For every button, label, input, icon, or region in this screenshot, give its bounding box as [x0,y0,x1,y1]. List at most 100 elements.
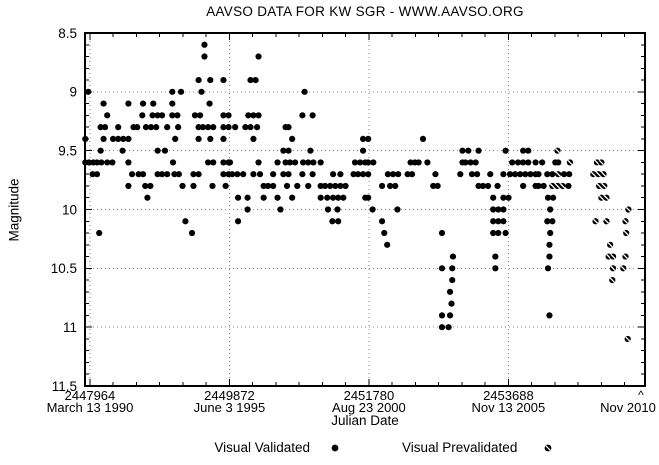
data-point-validated [260,194,267,201]
data-point-validated [387,182,394,190]
data-point-validated [104,112,111,119]
data-point-slash [600,171,607,177]
data-point-slash [554,148,561,154]
y-tick-label: 8.5 [58,26,77,41]
y-tick-label: 9 [69,85,77,100]
data-point-validated [242,124,249,131]
data-point-validated [93,159,101,166]
data-point-validated [502,229,509,237]
data-point-validated [337,182,344,190]
data-point-validated [446,288,454,295]
data-point-slash [625,206,631,213]
data-point-validated [250,171,257,178]
data-point-validated [190,171,197,178]
data-point-validated [539,159,546,166]
data-point-slash [592,218,599,224]
data-point-validated [179,182,186,190]
data-point-slash [622,254,629,260]
data-point-validated [365,194,372,201]
data-point-validated [234,171,241,178]
data-point-validated [255,53,262,60]
data-point-validated [300,159,307,166]
data-point-validated [195,171,202,178]
data-point-validated [149,112,156,119]
data-point-validated [370,159,377,166]
data-point-validated [544,265,552,272]
data-point-validated [550,194,557,201]
data-point-validated [154,171,161,178]
data-point-validated [247,76,254,84]
data-point-validated [445,324,452,331]
data-point-validated [329,218,336,225]
data-point-validated [299,171,306,178]
data-point-validated [354,171,362,178]
x-tick-label-date: Aug 23 2000 [332,400,406,415]
data-point-validated [175,124,182,131]
y-tick-label: 11 [63,320,77,335]
data-point-slash [549,183,555,189]
data-point-validated [201,41,208,48]
data-point-validated [274,159,281,166]
data-point-validated [467,159,474,166]
data-point-validated [430,182,437,190]
data-point-validated [82,135,89,142]
caret-annotation: ^ [638,388,644,402]
data-point-validated [522,171,529,178]
data-point-validated [109,159,116,166]
data-point-validated [472,159,479,166]
data-point-slash [601,183,607,189]
data-point-validated [512,171,519,178]
data-point-slash [610,265,616,271]
data-point-validated [209,182,216,190]
data-point-validated [329,171,337,178]
data-point-validated [135,171,142,178]
data-point-validated [357,159,364,166]
data-point-validated [207,76,214,84]
slashed-circle-icon [544,444,552,452]
data-point-validated [244,194,251,201]
data-point-validated [335,194,342,201]
data-point-validated [544,218,551,225]
data-point-validated [525,147,532,154]
data-point-validated [324,194,331,201]
data-point-slash [610,254,616,260]
data-point-validated [500,218,507,225]
data-point-validated [100,135,107,142]
x-tick-label-jd: 2447964 [65,388,116,403]
data-point-validated [207,135,214,142]
y-tick-label: 11.5 [52,379,77,394]
x-tick-label-date: June 3 1995 [194,400,266,415]
data-point-validated [337,171,344,178]
data-point-validated [270,171,277,178]
data-point-validated [509,159,516,166]
data-point-validated [369,206,376,213]
data-point-validated [350,171,357,178]
data-point-validated [415,159,422,166]
data-point-validated [457,171,464,178]
data-point-validated [535,182,542,190]
data-point-validated [289,135,296,142]
data-point-slash [598,159,604,165]
x-end-label: Nov 2010 [600,400,656,415]
data-point-validated [104,159,111,166]
data-point-validated [544,171,551,178]
x-tick-label-date: Nov 13 2005 [472,400,546,415]
data-point-validated [277,206,284,213]
data-point-validated [222,182,229,190]
data-point-validated [234,194,242,201]
data-point-slash [603,195,610,201]
data-point-validated [310,159,317,166]
data-point-validated [317,159,324,166]
data-point-validated [93,171,101,178]
data-point-validated [291,159,299,166]
data-point-validated [274,194,281,201]
data-point-validated [198,88,205,95]
data-point-validated [220,124,227,131]
data-point-validated [506,171,514,178]
data-point-validated [144,194,151,201]
data-point-validated [164,124,171,131]
data-point-validated [494,182,501,190]
data-point-validated [465,147,472,154]
data-point-validated [307,147,314,154]
data-point-validated [256,171,264,178]
